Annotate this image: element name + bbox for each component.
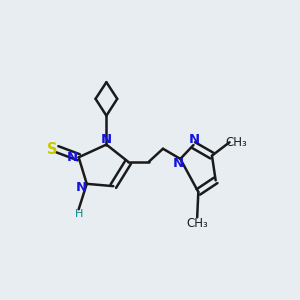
- Text: N: N: [172, 158, 184, 170]
- Text: N: N: [67, 151, 78, 164]
- Text: CH₃: CH₃: [186, 217, 208, 230]
- Text: H: H: [74, 209, 83, 219]
- Text: N: N: [75, 182, 86, 194]
- Text: N: N: [101, 134, 112, 146]
- Text: S: S: [47, 142, 57, 157]
- Text: CH₃: CH₃: [225, 136, 247, 149]
- Text: N: N: [189, 134, 200, 146]
